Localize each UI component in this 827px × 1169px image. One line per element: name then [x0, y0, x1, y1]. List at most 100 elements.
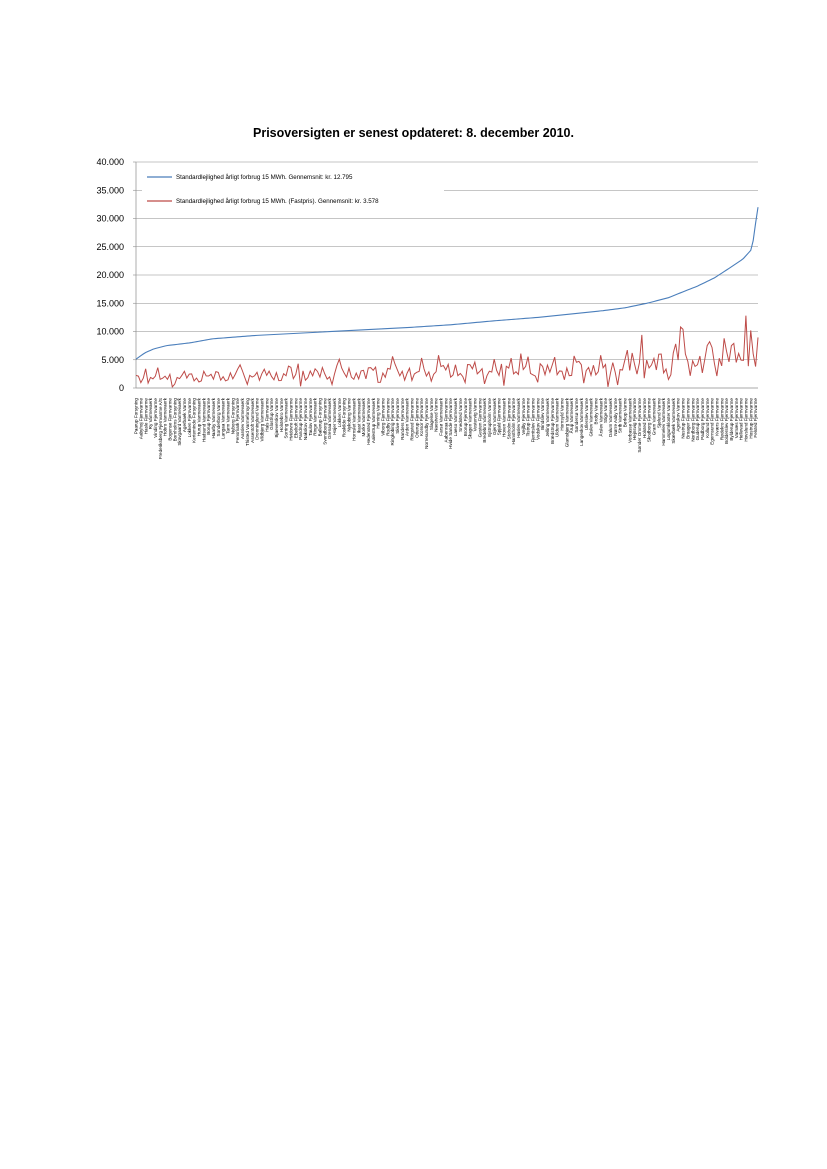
x-tick-label: Agerskov Varme [676, 398, 681, 432]
gridlines [136, 161, 758, 361]
x-tick-label: Hvidovre Fjernvarme [288, 398, 293, 441]
x-tick-label: Pandrup Fjernvarme [298, 398, 303, 440]
x-tick-label: Viborg Fjernvarme [380, 398, 385, 436]
x-tick-label: Nyborg Forsyning [230, 398, 235, 435]
x-tick-label: Vodskov Fjernvarme [535, 398, 540, 440]
axes [133, 161, 758, 389]
x-tick-label: Egernsund Fjernvarme [710, 398, 715, 445]
x-tick-label: Thisted Varmeforsyning [245, 398, 250, 447]
x-tick-label: Nørre Aaby Varme [613, 398, 618, 436]
x-tick-label: Søndersø Varme [574, 398, 579, 433]
x-tick-label: Børkop Varme [622, 398, 627, 428]
x-tick-label: Laeso Varmevaerk [453, 397, 458, 436]
x-tick-label: Haarby Varmevaerk [211, 397, 216, 438]
x-tick-label: Kværs Fjernvarme [714, 398, 719, 436]
x-tick-label: Vorbasse Varmevaerk [627, 397, 632, 443]
x-tick-label: Hojer Varmevaerk [332, 397, 337, 434]
x-tick-label: Ejstrupholm Varme [487, 398, 492, 437]
x-tick-label: Bylderup Fjernvarme [729, 398, 734, 441]
x-tick-label: Ringkobing Fjernvarme [390, 398, 395, 446]
chart-title: Prisoversigten er senest opdateret: 8. d… [253, 126, 574, 140]
x-tick-label: Hejnsvig Fjernvarme [632, 398, 637, 441]
x-tick-label: Hornslet Varmevaerk [351, 397, 356, 441]
x-tick-label: Stoholm Fjernvarme [506, 398, 511, 440]
x-tick-label: Taulov Fjernvarme [308, 398, 313, 436]
legend: Standardlejlighed årligt forbrug 15 MWh.… [142, 168, 444, 212]
y-tick-label: 15.000 [96, 298, 124, 308]
x-tick-label: Hellevad Fjernvarme [739, 398, 744, 441]
x-tick-label: Herning Varme [376, 398, 381, 429]
x-tick-label: Hurup Varmevaerk [197, 397, 202, 436]
x-tick-label: Skovgaard Varmevaerk [177, 397, 182, 445]
x-tick-label: Hasle Fjernvarme [143, 398, 148, 435]
x-tick-label: Ullerslev Varme [584, 398, 589, 431]
x-tick-label: Jelling Varmevaerk [545, 397, 550, 436]
x-tick-label: Fensmark Fjernvarme [235, 398, 240, 443]
x-tick-label: Ringsted Fjernvarme [410, 398, 415, 441]
x-tick-label: Morke Varmevaerk [361, 397, 366, 436]
x-tick-label: Agerbaek Varme [182, 398, 187, 433]
x-tick-label: Ikast Varmevaerk [356, 397, 361, 433]
x-tick-label: Bindslev Varme [540, 398, 545, 430]
x-tick-label: Kerteminde Forsyning [192, 398, 197, 443]
legend-background [142, 168, 444, 212]
x-tick-label: Gesten Fjernvarme [477, 398, 482, 438]
x-tick-label: Gjern Varmevaerk [492, 397, 497, 435]
series-fastpris-line [135, 315, 759, 388]
x-tick-label: Sønder Omme Fjernvarme [637, 398, 642, 453]
legend-label: Standardlejlighed årligt forbrug 15 MWh.… [176, 198, 379, 205]
x-tick-label: Dalum Varmevaerk [608, 397, 613, 437]
x-tick-label: Skærbæk Varmevaerk [671, 397, 676, 443]
x-tick-label: Ringe Varmevaerk [313, 397, 318, 435]
x-tick-label: Vejlby Fjernvarme [521, 398, 526, 435]
x-tick-label: Norresundby Fjernvarme [424, 398, 429, 449]
x-tick-label: Rodby Fjernvarme [385, 398, 390, 436]
x-tick-label: Hostrup Fjernvarme [748, 398, 753, 439]
x-tick-label: Langaa Varmevaerk [221, 397, 226, 439]
y-tick-label: 0 [119, 383, 124, 393]
x-tick-label: Hoven Varmevaerk [501, 397, 506, 437]
x-tick-label: Løgumkloster Varme [666, 398, 671, 441]
x-tick-label: Grenaa Varmevaerk [327, 397, 332, 439]
x-tick-label: Skive Fjernvarme [395, 398, 400, 434]
y-tick-label: 35.000 [96, 185, 124, 195]
x-tick-label: Naestved Varme [434, 398, 439, 432]
x-tick-label: Slagelse Varme [429, 398, 434, 431]
x-tick-label: Kollund Fjernvarme [705, 398, 710, 438]
x-tick-label: Langeskov Varmevaerk [579, 397, 584, 446]
x-tick-label: Roskilde Forsyning [342, 398, 347, 438]
x-tick-label: Glamsbjerg Varmevaerk [564, 397, 569, 447]
y-axis-tick-labels: 0 5.000 10.000 15.000 20.000 25.000 30.000 35.0… [96, 157, 124, 393]
x-tick-label: Guderup Fjernvarme [695, 398, 700, 441]
y-tick-label: 25.000 [96, 242, 124, 252]
x-tick-label: Bolderslev Fjernvarme [724, 398, 729, 444]
x-tick-label: Sonderborg Varme [216, 398, 221, 437]
x-tick-label: Hovslund Fjernvarme [743, 398, 748, 442]
x-tick-label: Vildbjerg Varmevaerk [259, 397, 264, 441]
x-tick-label: Paarup Forsyning [134, 398, 139, 435]
x-tick-label: Randers Fjernvarme [400, 398, 405, 440]
x-tick-label: Bjaeverskov Varme [274, 398, 279, 438]
x-tick-label: Årslev Varmevaerk [597, 397, 603, 436]
x-tick-label: Skodborg Fjernvarme [647, 398, 652, 443]
x-tick-label: Lokken Fjernvarme [187, 398, 192, 438]
x-tick-label: Årup Varmevaerk [568, 397, 574, 433]
y-tick-label: 5.000 [101, 355, 124, 365]
x-tick-label: Holsted Fjernvarme [642, 398, 647, 439]
x-tick-label: Aalestrup Varmevaerk [371, 397, 376, 443]
x-tick-label: Sorring Varmevaerk [284, 397, 289, 438]
y-tick-label: 30.000 [96, 214, 124, 224]
x-tick-label: Nykobing Varme [347, 398, 352, 432]
x-tick-label: Vinding Fjernvarme [153, 398, 158, 438]
x-tick-label: Aarslev Varmevaerk [240, 397, 245, 439]
x-tick-label: Uldum Varmevaerk [555, 397, 560, 437]
x-tick-label: Broager Fjernvarme [685, 398, 690, 439]
x-tick-label: Hammelev Varmevaerk [661, 397, 666, 445]
x-tick-label: Hvide Sande Fjernvarme [448, 398, 453, 449]
x-tick-label: Bogense Fjernvarme [167, 398, 172, 441]
x-tick-label: Assentoft Varmevaerk [250, 397, 255, 443]
x-tick-label: Padborg Fjernvarme [700, 398, 705, 440]
x-tick-label: Nakskov Fjernvarme [303, 398, 308, 441]
x-tick-label: Dronninglund Varme [255, 398, 260, 440]
